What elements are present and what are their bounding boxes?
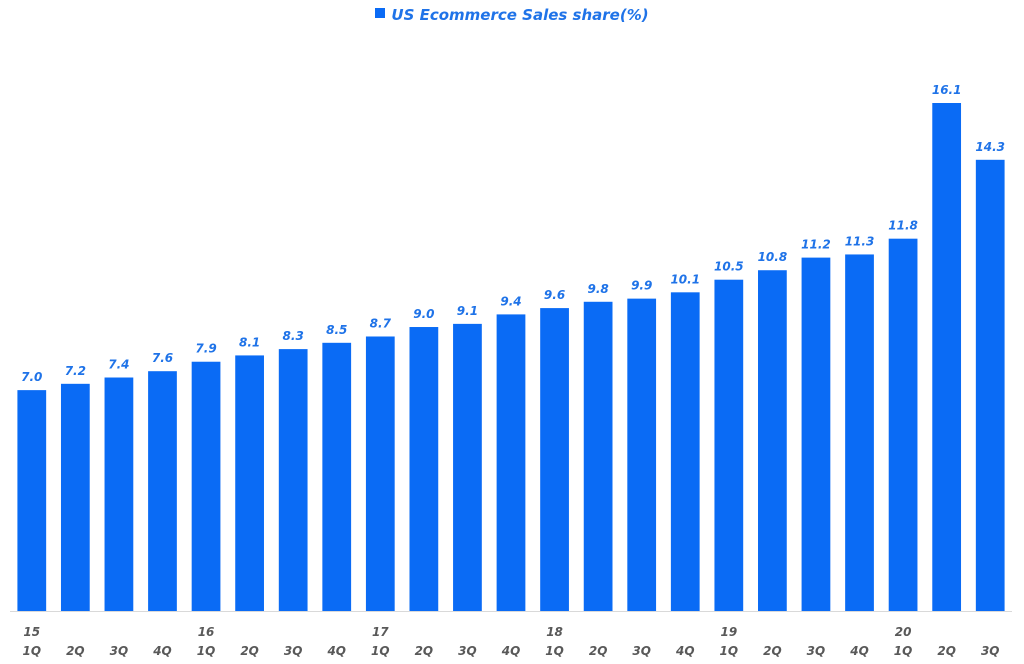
data-label: 9.1 [457, 304, 478, 318]
data-label: 7.0 [21, 370, 42, 384]
data-label: 7.9 [195, 342, 216, 356]
data-label: 10.8 [758, 250, 788, 264]
bar [975, 159, 1005, 612]
data-label: 9.4 [500, 294, 521, 308]
data-label: 9.8 [587, 282, 608, 296]
data-label: 11.3 [845, 234, 875, 248]
x-tick-quarter: 3Q [458, 644, 477, 658]
x-tick-quarter: 3Q [807, 644, 826, 658]
x-tick-quarter: 3Q [284, 644, 303, 658]
x-tick-year: 15 [23, 625, 40, 639]
bar [670, 292, 700, 611]
x-tick-quarter: 1Q [720, 644, 739, 658]
x-tick-quarter: 2Q [937, 644, 956, 658]
data-label: 16.1 [932, 83, 962, 97]
data-label: 10.5 [714, 260, 744, 274]
bar [714, 279, 744, 611]
x-tick-quarter: 3Q [981, 644, 1000, 658]
bar [453, 323, 482, 611]
bar [17, 390, 47, 611]
x-tick-quarter: 1Q [197, 644, 216, 658]
x-tick-quarter: 3Q [110, 644, 129, 658]
bar [278, 349, 308, 611]
x-tick-quarter: 4Q [152, 644, 172, 658]
x-tick-quarter: 2Q [589, 644, 608, 658]
x-tick-quarter: 2Q [763, 644, 782, 658]
x-tick-quarter: 2Q [415, 644, 434, 658]
data-label: 11.8 [888, 219, 918, 233]
legend-swatch [375, 8, 386, 18]
x-tick-quarter: 1Q [894, 644, 913, 658]
data-label: 9.0 [413, 307, 434, 321]
x-tick-year: 19 [720, 625, 737, 639]
bar [583, 301, 613, 611]
data-label: 9.6 [544, 288, 565, 302]
data-label: 7.4 [108, 358, 129, 372]
bar [801, 257, 831, 611]
bar [932, 103, 962, 611]
data-label: 8.1 [239, 335, 260, 349]
x-tick-year: 16 [198, 625, 215, 639]
x-tick-quarter: 2Q [240, 644, 259, 658]
data-label: 11.2 [801, 238, 831, 252]
data-label: 7.6 [152, 351, 173, 365]
data-label: 8.5 [326, 323, 347, 337]
data-label: 9.9 [631, 279, 652, 293]
bar [60, 383, 90, 611]
bar [845, 254, 874, 611]
x-tick-quarter: 1Q [371, 644, 390, 658]
bar [627, 298, 657, 611]
legend: US Ecommerce Sales share(%) [0, 6, 1024, 24]
x-tick-quarter: 1Q [22, 644, 41, 658]
x-tick-year: 17 [372, 625, 389, 639]
x-tick-quarter: 1Q [545, 644, 564, 658]
data-label: 10.1 [670, 272, 700, 286]
x-tick-quarter: 4Q [675, 644, 695, 658]
bar [758, 270, 787, 611]
bar [322, 342, 352, 611]
data-label: 14.3 [975, 140, 1005, 154]
data-label: 8.3 [283, 329, 304, 343]
data-label: 8.7 [370, 316, 392, 330]
x-tick-year: 18 [546, 625, 563, 639]
x-tick-quarter: 4Q [501, 644, 521, 658]
bar [235, 355, 264, 611]
x-tick-quarter: 3Q [632, 644, 651, 658]
x-tick-quarter: 2Q [66, 644, 85, 658]
bar [148, 371, 177, 611]
bar [191, 361, 221, 611]
legend-label: US Ecommerce Sales share(%) [391, 6, 649, 24]
x-tick-year: 20 [895, 625, 912, 639]
bar [496, 314, 526, 611]
x-tick-quarter: 4Q [849, 644, 869, 658]
bar [888, 238, 918, 611]
bar [540, 308, 569, 611]
data-label: 7.2 [65, 364, 86, 378]
bar [365, 336, 395, 611]
bar [104, 377, 134, 611]
bar [409, 327, 439, 611]
x-tick-quarter: 4Q [326, 644, 346, 658]
